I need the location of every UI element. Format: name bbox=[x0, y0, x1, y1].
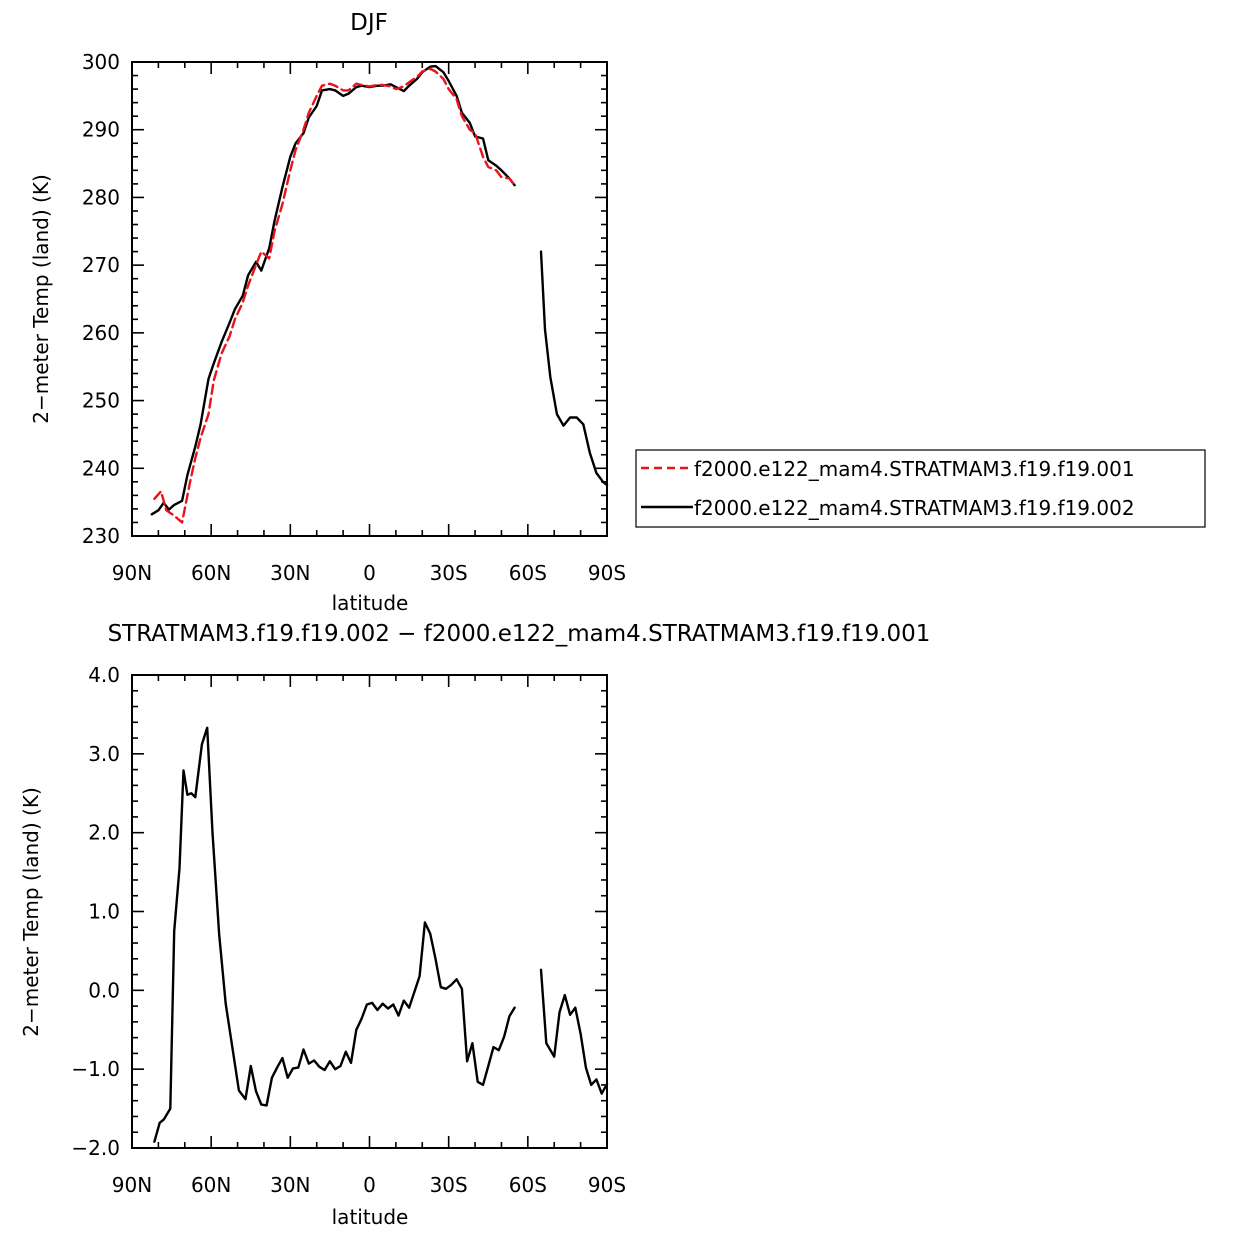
bottom-title: STRATMAM3.f19.f19.002 − f2000.e122_mam4.… bbox=[108, 621, 931, 647]
top-x-tick-label: 60S bbox=[509, 561, 547, 585]
top-series-1-segment-1 bbox=[153, 67, 516, 524]
top-x-tick-label: 30S bbox=[430, 561, 468, 585]
top-y-tick-label: 230 bbox=[82, 524, 120, 548]
bottom-x-tick-label: 30N bbox=[270, 1173, 310, 1197]
bottom-x-tick-label: 60N bbox=[191, 1173, 231, 1197]
bottom-y-tick-label: 1.0 bbox=[88, 900, 120, 924]
bottom-plot-lines bbox=[153, 726, 609, 1143]
bottom-x-tick-label: 90N bbox=[112, 1173, 152, 1197]
legend: f2000.e122_mam4.STRATMAM3.f19.f19.001 f2… bbox=[635, 449, 1206, 528]
bottom-y-axis-label: 2−meter Temp (land) (K) bbox=[19, 787, 43, 1037]
legend-label-series-2: f2000.e122_mam4.STRATMAM3.f19.f19.002 bbox=[694, 496, 1135, 520]
top-plot-lines bbox=[150, 64, 609, 524]
bottom-y-tick-label: 4.0 bbox=[88, 663, 120, 687]
top-x-axis-label: latitude bbox=[332, 591, 409, 615]
bottom-y-tick-label: −2.0 bbox=[71, 1136, 120, 1160]
bottom-x-axis-label: latitude bbox=[332, 1205, 409, 1229]
top-x-tick-label: 90S bbox=[588, 561, 626, 585]
top-panel: DJF 90N 60N 30N 0 30S 60S 90S 230 240 250 260 270 28… bbox=[29, 10, 1206, 615]
top-x-tick-label: 90N bbox=[112, 561, 152, 585]
top-y-tick-label: 290 bbox=[82, 118, 120, 142]
top-title: DJF bbox=[350, 10, 388, 36]
bottom-series-1-segment-1 bbox=[153, 726, 516, 1143]
bottom-y-tick-label: −1.0 bbox=[71, 1057, 120, 1081]
bottom-x-tick-label: 0 bbox=[363, 1173, 376, 1197]
bottom-x-tick-label: 30S bbox=[430, 1173, 468, 1197]
top-y-axis-label: 2−meter Temp (land) (K) bbox=[29, 174, 53, 424]
bottom-series-1-segment-2 bbox=[539, 968, 609, 1095]
bottom-x-tick-label: 60S bbox=[509, 1173, 547, 1197]
bottom-y-tick-label: 3.0 bbox=[88, 742, 120, 766]
top-series-2-segment-2 bbox=[539, 250, 609, 487]
legend-label-series-1: f2000.e122_mam4.STRATMAM3.f19.f19.001 bbox=[694, 457, 1135, 481]
bottom-y-tick-label: 2.0 bbox=[88, 821, 120, 845]
top-y-tick-label: 270 bbox=[82, 253, 120, 277]
legend-box bbox=[635, 449, 1206, 528]
top-y-tick-label: 280 bbox=[82, 185, 120, 209]
top-x-tick-label: 30N bbox=[270, 561, 310, 585]
top-x-tick-label: 0 bbox=[363, 561, 376, 585]
top-x-tick-label: 60N bbox=[191, 561, 231, 585]
top-axes: 90N 60N 30N 0 30S 60S 90S 230 240 250 260 270 280 290… bbox=[82, 50, 626, 585]
bottom-axes: 90N 60N 30N 0 30S 60S 90S −2.0 −1.0 0.0 1.0 2.0 3.0 4… bbox=[71, 663, 626, 1197]
bottom-x-tick-label: 90S bbox=[588, 1173, 626, 1197]
bottom-y-tick-label: 0.0 bbox=[88, 978, 120, 1002]
bottom-panel: STRATMAM3.f19.f19.002 − f2000.e122_mam4.… bbox=[19, 621, 930, 1229]
top-series-2-segment-1 bbox=[150, 64, 516, 516]
top-y-tick-label: 250 bbox=[82, 389, 120, 413]
top-y-tick-label: 260 bbox=[82, 321, 120, 345]
top-y-tick-label: 300 bbox=[82, 50, 120, 74]
top-y-tick-label: 240 bbox=[82, 456, 120, 480]
